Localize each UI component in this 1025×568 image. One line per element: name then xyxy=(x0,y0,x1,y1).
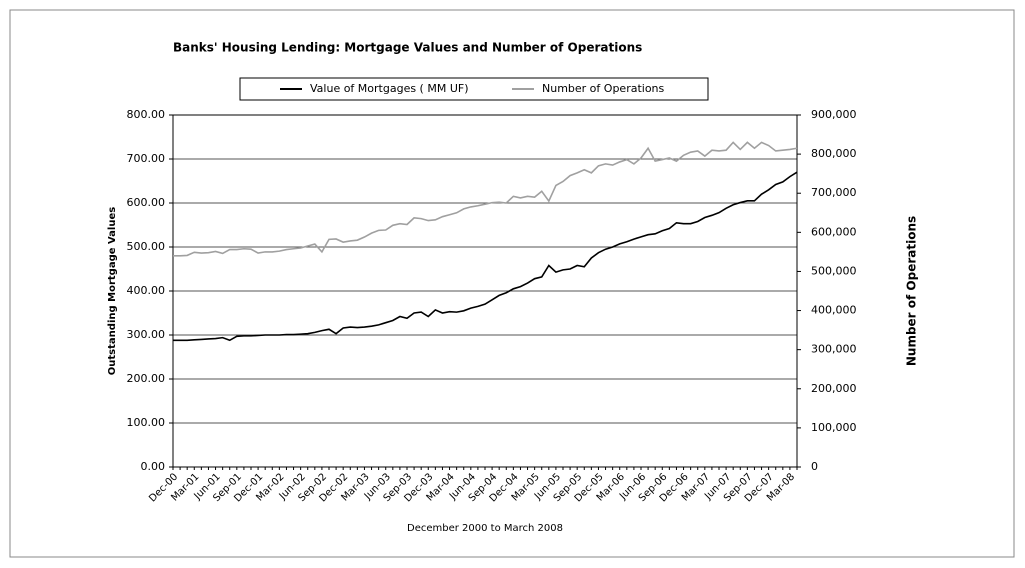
y-tick-label: 700.00 xyxy=(127,152,166,165)
y2-tick-label: 600,000 xyxy=(811,225,857,238)
frame xyxy=(9,9,1015,558)
y-tick-label: 0.00 xyxy=(141,460,166,473)
y2-tick-label: 0 xyxy=(811,460,818,473)
y-tick-label: 500.00 xyxy=(127,240,166,253)
y-tick-label: 200.00 xyxy=(127,372,166,385)
legend-label: Number of Operations xyxy=(542,82,665,95)
y-tick-label: 100.00 xyxy=(127,416,166,429)
chart-title: Banks' Housing Lending: Mortgage Values … xyxy=(173,41,642,55)
x-axis-label: December 2000 to March 2008 xyxy=(407,523,563,534)
y2-tick-label: 300,000 xyxy=(811,343,857,356)
y-tick-label: 800.00 xyxy=(127,108,166,121)
y-tick-label: 400.00 xyxy=(127,284,166,297)
y-axis-label: Outstanding Mortgage Values xyxy=(107,207,118,375)
y2-tick-label: 400,000 xyxy=(811,304,857,317)
y2-axis-label: Number of Operations xyxy=(905,216,919,366)
y2-tick-label: 100,000 xyxy=(811,421,857,434)
y-tick-label: 600.00 xyxy=(127,196,166,209)
y2-tick-label: 700,000 xyxy=(811,186,857,199)
legend-label: Value of Mortgages ( MM UF) xyxy=(310,82,469,95)
series-line xyxy=(173,141,798,257)
y2-tick-label: 900,000 xyxy=(811,108,857,121)
legend xyxy=(239,77,709,101)
y2-tick-label: 800,000 xyxy=(811,147,857,160)
series-line xyxy=(173,171,798,342)
y-tick-label: 300.00 xyxy=(127,328,166,341)
y2-tick-label: 200,000 xyxy=(811,382,857,395)
y2-tick-label: 500,000 xyxy=(811,264,857,277)
